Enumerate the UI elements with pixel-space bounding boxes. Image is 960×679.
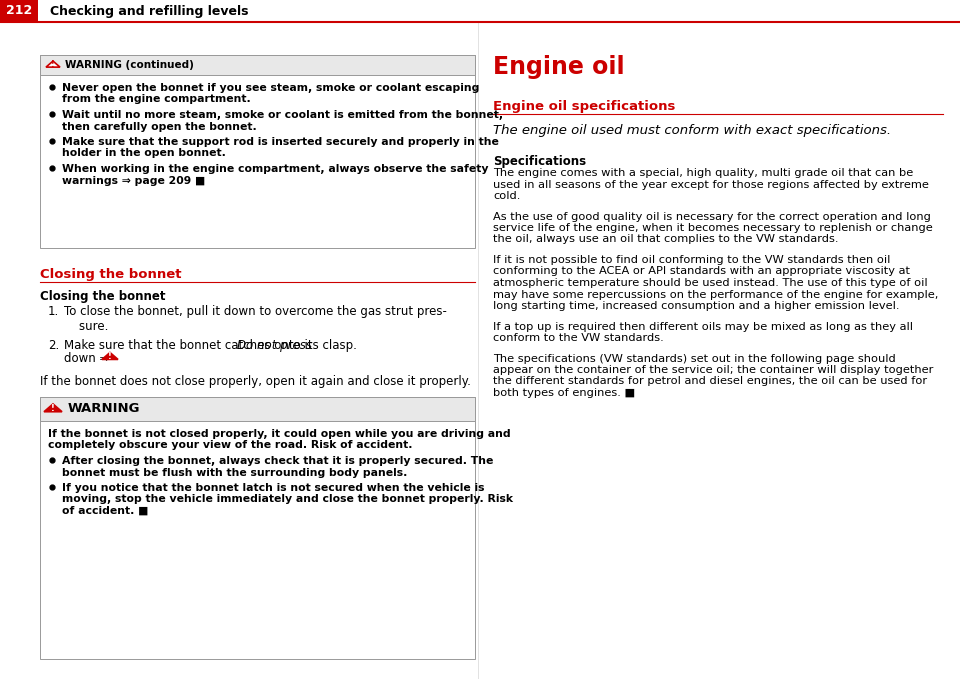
Text: holder in the open bonnet.: holder in the open bonnet.: [62, 149, 226, 158]
Text: 2.: 2.: [48, 339, 60, 352]
Text: Never open the bonnet if you see steam, smoke or coolant escaping: Never open the bonnet if you see steam, …: [62, 83, 479, 93]
Text: down ⇒: down ⇒: [64, 352, 113, 365]
Text: The specifications (VW standards) set out in the following page should: The specifications (VW standards) set ou…: [493, 354, 896, 363]
Text: the different standards for petrol and diesel engines, the oil can be used for: the different standards for petrol and d…: [493, 376, 927, 386]
FancyBboxPatch shape: [40, 55, 475, 248]
Text: from the engine compartment.: from the engine compartment.: [62, 94, 251, 105]
Text: appear on the container of the service oil; the container will display together: appear on the container of the service o…: [493, 365, 933, 375]
Text: As the use of good quality oil is necessary for the correct operation and long: As the use of good quality oil is necess…: [493, 211, 931, 221]
Text: Make sure that the support rod is inserted securely and properly in the: Make sure that the support rod is insert…: [62, 137, 499, 147]
Text: bonnet must be flush with the surrounding body panels.: bonnet must be flush with the surroundin…: [62, 468, 407, 477]
Text: Engine oil specifications: Engine oil specifications: [493, 100, 676, 113]
Text: cold.: cold.: [493, 191, 520, 201]
Text: atmospheric temperature should be used instead. The use of this type of oil: atmospheric temperature should be used i…: [493, 278, 927, 288]
Polygon shape: [46, 61, 60, 67]
Text: Do not press: Do not press: [237, 339, 312, 352]
Text: conforming to the ACEA or API standards with an appropriate viscosity at: conforming to the ACEA or API standards …: [493, 266, 910, 276]
Text: warnings ⇒ page 209 ■: warnings ⇒ page 209 ■: [62, 175, 205, 185]
Text: moving, stop the vehicle immediately and close the bonnet properly. Risk: moving, stop the vehicle immediately and…: [62, 494, 513, 504]
Text: The engine oil used must conform with exact specifications.: The engine oil used must conform with ex…: [493, 124, 891, 137]
FancyBboxPatch shape: [0, 0, 38, 22]
Text: Closing the bonnet: Closing the bonnet: [40, 268, 181, 281]
Text: of accident. ■: of accident. ■: [62, 506, 149, 516]
Text: both types of engines. ■: both types of engines. ■: [493, 388, 636, 398]
FancyBboxPatch shape: [40, 397, 475, 659]
Text: 212: 212: [6, 5, 32, 18]
Text: When working in the engine compartment, always observe the safety: When working in the engine compartment, …: [62, 164, 489, 174]
Text: Engine oil: Engine oil: [493, 55, 625, 79]
Text: If the bonnet does not close properly, open it again and close it properly.: If the bonnet does not close properly, o…: [40, 375, 470, 388]
Text: WARNING: WARNING: [68, 403, 140, 416]
FancyBboxPatch shape: [40, 397, 475, 421]
Text: To close the bonnet, pull it down to overcome the gas strut pres-
    sure.: To close the bonnet, pull it down to ove…: [64, 305, 446, 333]
Text: Wait until no more steam, smoke or coolant is emitted from the bonnet,: Wait until no more steam, smoke or coola…: [62, 110, 503, 120]
Text: WARNING (continued): WARNING (continued): [65, 60, 194, 70]
Text: Make sure that the bonnet catches onto its clasp.: Make sure that the bonnet catches onto i…: [64, 339, 361, 352]
Text: conform to the VW standards.: conform to the VW standards.: [493, 333, 663, 343]
Text: !: !: [51, 60, 55, 69]
Text: used in all seasons of the year except for those regions affected by extreme: used in all seasons of the year except f…: [493, 179, 929, 189]
Text: Specifications: Specifications: [493, 155, 587, 168]
Text: service life of the engine, when it becomes necessary to replenish or change: service life of the engine, when it beco…: [493, 223, 933, 233]
Text: The engine comes with a special, high quality, multi grade oil that can be: The engine comes with a special, high qu…: [493, 168, 913, 178]
Text: If the bonnet is not closed properly, it could open while you are driving and: If the bonnet is not closed properly, it…: [48, 429, 511, 439]
Text: Checking and refilling levels: Checking and refilling levels: [50, 5, 249, 18]
FancyBboxPatch shape: [40, 55, 475, 75]
Text: !: !: [108, 352, 112, 361]
Text: may have some repercussions on the performance of the engine for example,: may have some repercussions on the perfo…: [493, 289, 938, 299]
Text: Closing the bonnet: Closing the bonnet: [40, 290, 165, 303]
Polygon shape: [102, 352, 118, 359]
Text: 1.: 1.: [48, 305, 60, 318]
Text: After closing the bonnet, always check that it is properly secured. The: After closing the bonnet, always check t…: [62, 456, 493, 466]
Text: the oil, always use an oil that complies to the VW standards.: the oil, always use an oil that complies…: [493, 234, 838, 244]
Text: then carefully open the bonnet.: then carefully open the bonnet.: [62, 122, 256, 132]
Text: completely obscure your view of the road. Risk of accident.: completely obscure your view of the road…: [48, 441, 413, 450]
FancyBboxPatch shape: [0, 0, 960, 22]
Text: If you notice that the bonnet latch is not secured when the vehicle is: If you notice that the bonnet latch is n…: [62, 483, 485, 493]
Polygon shape: [44, 404, 62, 411]
Text: !: !: [51, 404, 55, 413]
Text: If a top up is required then different oils may be mixed as long as they all: If a top up is required then different o…: [493, 321, 913, 331]
Text: long starting time, increased consumption and a higher emission level.: long starting time, increased consumptio…: [493, 301, 900, 311]
Text: If it is not possible to find oil conforming to the VW standards then oil: If it is not possible to find oil confor…: [493, 255, 890, 265]
